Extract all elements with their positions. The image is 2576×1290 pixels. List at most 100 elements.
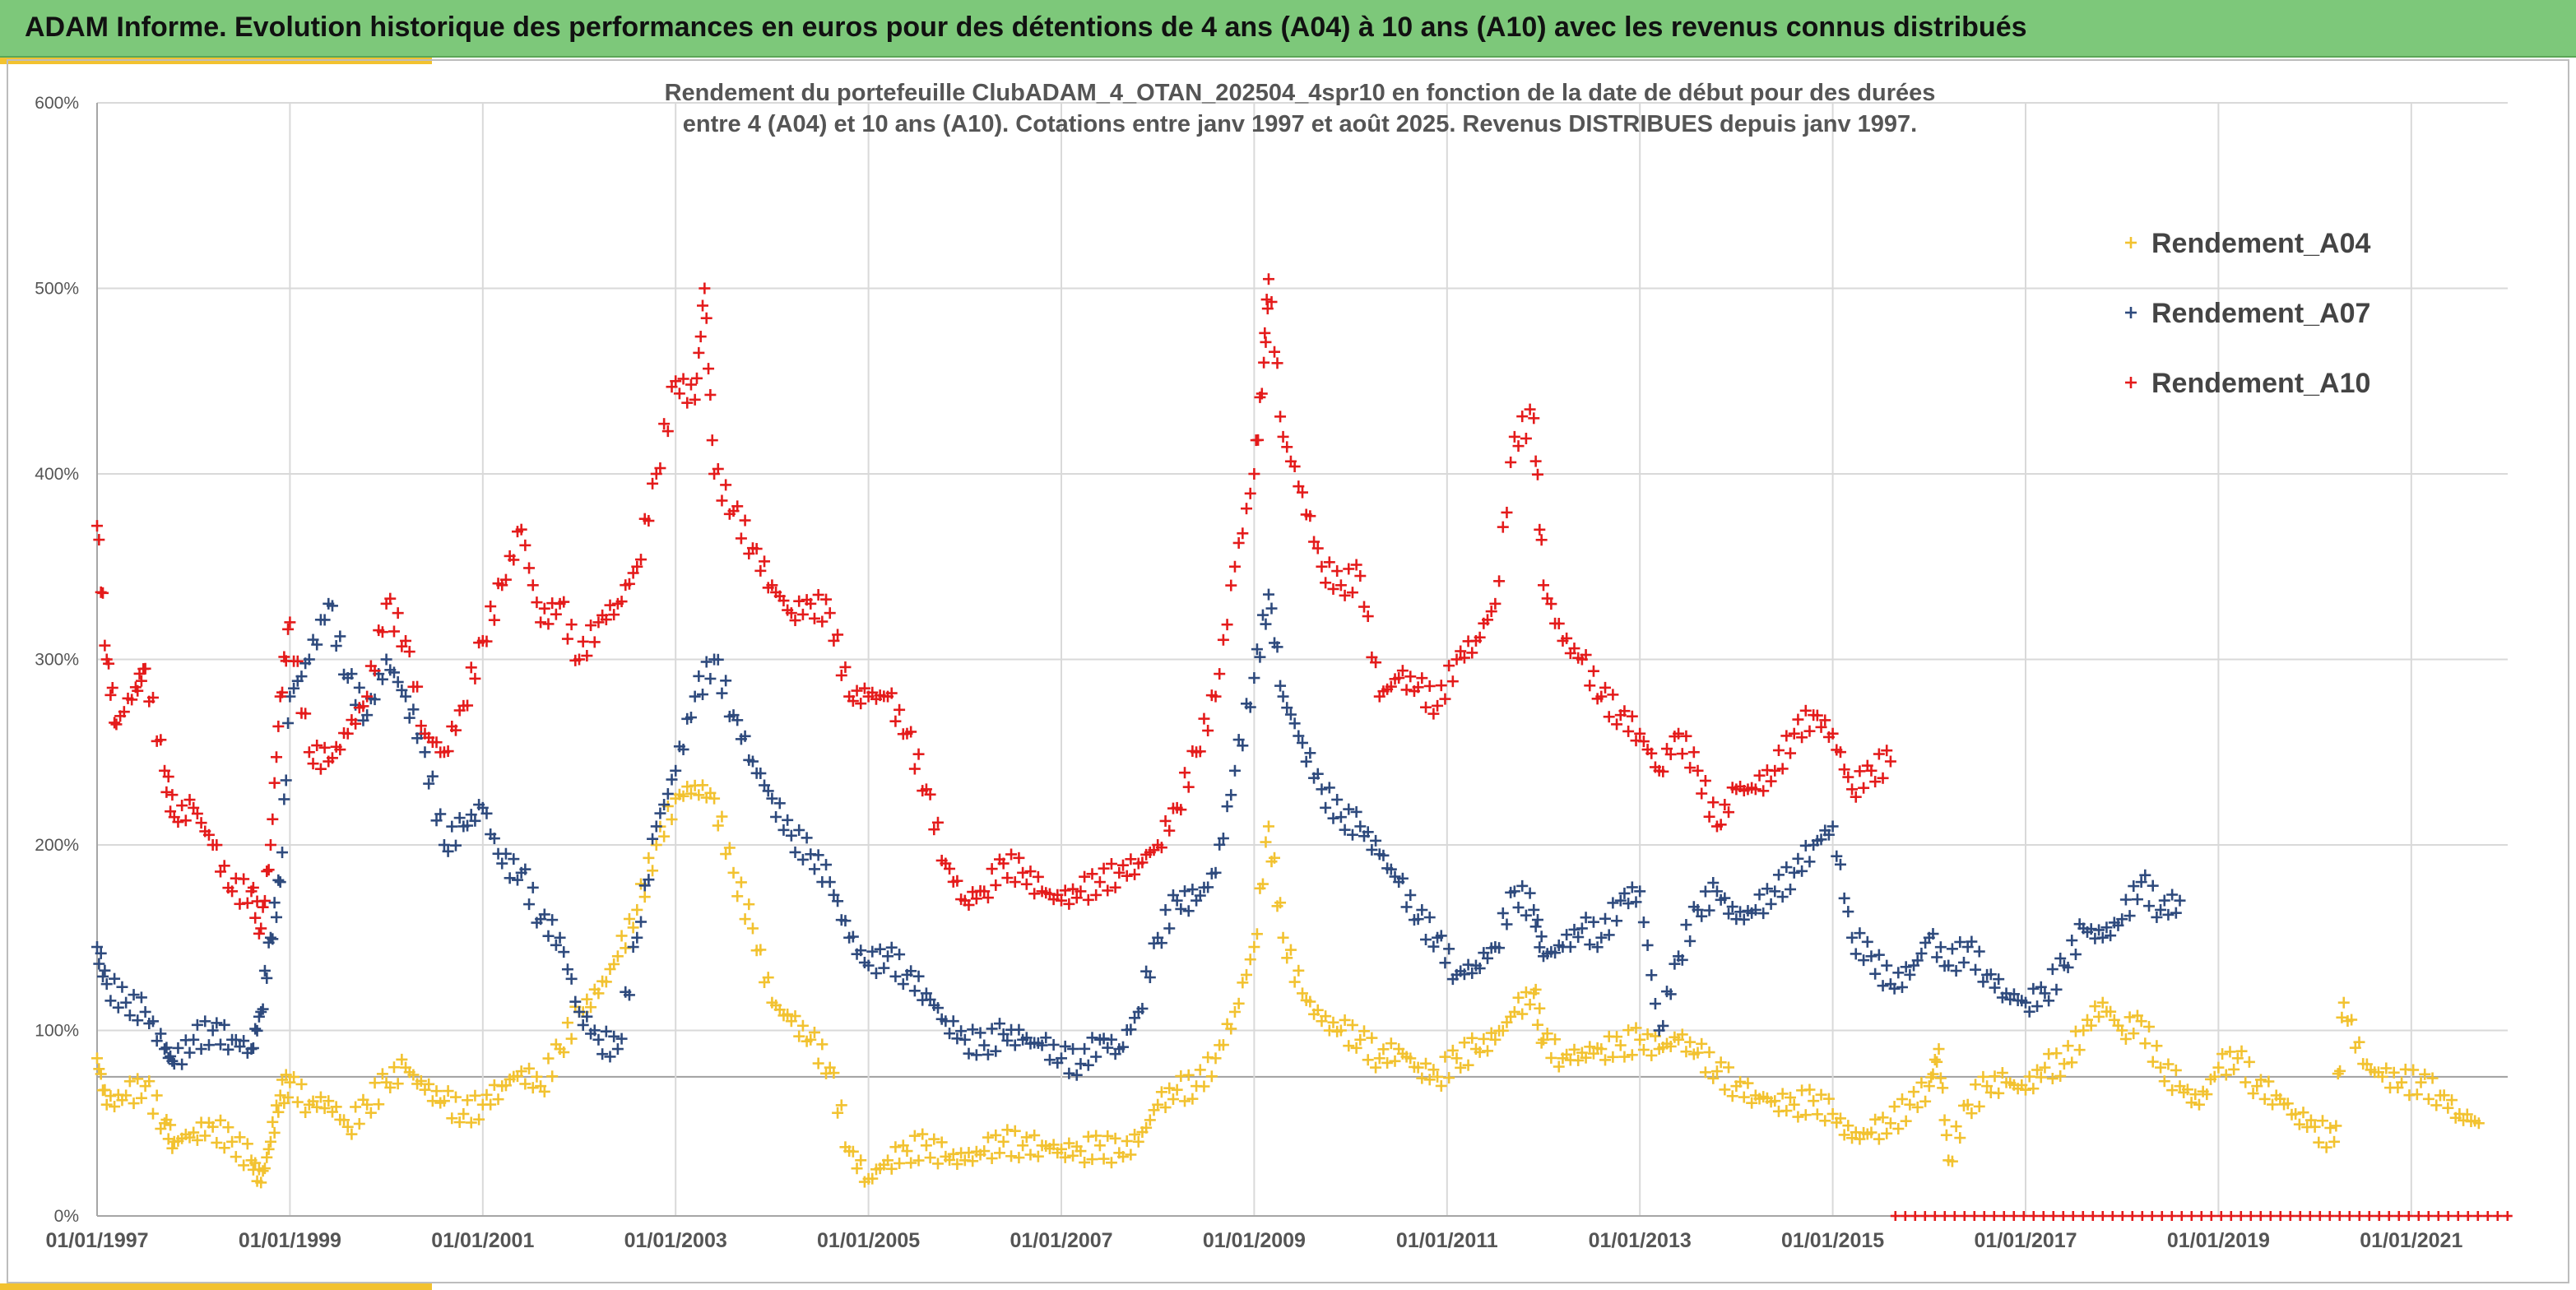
data-point [1248,672,1260,684]
data-point [1423,680,1436,692]
data-point [1478,1032,1490,1045]
data-point [188,1033,200,1046]
data-point [1826,820,1839,833]
data-point [1780,1105,1793,1117]
data-point [561,963,573,976]
data-point [1117,1041,1130,1053]
data-point [2472,1211,2483,1221]
data-point [1254,651,1266,663]
data-point [1881,959,1893,972]
data-point [485,601,497,613]
data-point [565,972,578,985]
data-point [573,1005,585,1018]
data-point [226,885,239,898]
data-point [1954,1132,1966,1144]
data-point [1826,727,1839,740]
data-point [1869,1113,1882,1125]
data-point [1105,1033,1117,1046]
data-point [2281,1097,2294,1110]
data-point [1933,1043,1945,1056]
data-point [2383,1211,2394,1221]
data-point [1136,1002,1149,1014]
data-point [759,555,771,568]
report-title: ADAM Informe. Evolution historique des p… [25,12,2027,43]
data-point [1904,968,1916,981]
data-point [604,599,616,611]
data-point [1534,523,1546,536]
data-point [1568,923,1580,935]
data-point [1929,1053,1941,1065]
data-point [2324,1211,2335,1221]
data-point [438,839,450,851]
data-point [183,794,196,806]
data-point [1545,598,1557,610]
data-point [808,612,820,624]
data-point [1723,1061,1735,1074]
data-point [1553,1060,1565,1073]
data-point [318,741,331,754]
data-point [1981,1080,1993,1093]
data-point [257,1003,269,1015]
data-point [1269,346,1281,358]
data-point [1622,1024,1635,1037]
data-point [1244,487,1256,499]
data-point [1505,456,1517,468]
data-point [176,800,188,812]
x-tick-label: 01/01/2001 [431,1229,534,1252]
data-point [2046,963,2058,976]
data-point [2166,889,2179,901]
data-point [1707,1072,1720,1084]
data-point [1455,645,1467,657]
data-point [1288,976,1301,988]
data-point [1316,783,1328,796]
data-point [581,1010,593,1023]
data-point [318,1102,331,1115]
data-point [426,1095,439,1107]
data-point [215,1114,227,1126]
data-point [1637,735,1650,748]
data-point [997,1135,1010,1148]
data-point [535,616,547,629]
data-point [1262,273,1274,285]
data-point [793,1030,805,1042]
data-point [2413,1211,2424,1221]
data-point [1293,964,1305,977]
data-point [1780,861,1793,874]
data-point [1067,1149,1079,1162]
data-point [2313,1136,2325,1148]
y-tick-label: 600% [35,94,79,113]
data-point [1919,1095,1932,1107]
data-point [1412,913,1424,926]
data-point [183,1046,196,1059]
data-point [361,709,374,722]
data-point [1466,1032,1478,1044]
data-point [1749,903,1761,916]
data-point [109,717,121,729]
data-point [1923,1080,1935,1093]
data-point [1214,838,1226,851]
data-point [944,1028,956,1040]
zero-marker-strip [1890,1211,2513,1221]
data-point [318,614,331,626]
data-point [268,1126,281,1139]
data-point [426,770,439,782]
data-point [2186,1211,2197,1221]
data-point [291,1096,304,1108]
accent-bar-top [0,58,432,64]
data-point [1105,857,1117,870]
data-point [2267,1098,2279,1111]
data-point [1738,913,1750,926]
data-point [882,1154,894,1167]
data-point [1520,432,1532,444]
data-point [2018,1211,2029,1221]
data-point [247,881,259,893]
data-point [1742,1077,1754,1089]
data-point [1462,1059,1474,1071]
data-point [241,1138,253,1150]
data-point [1884,755,1896,768]
data-point [793,824,805,836]
data-point [430,814,443,827]
data-point [1362,610,1374,623]
data-point [1258,356,1270,369]
data-point [647,833,659,845]
